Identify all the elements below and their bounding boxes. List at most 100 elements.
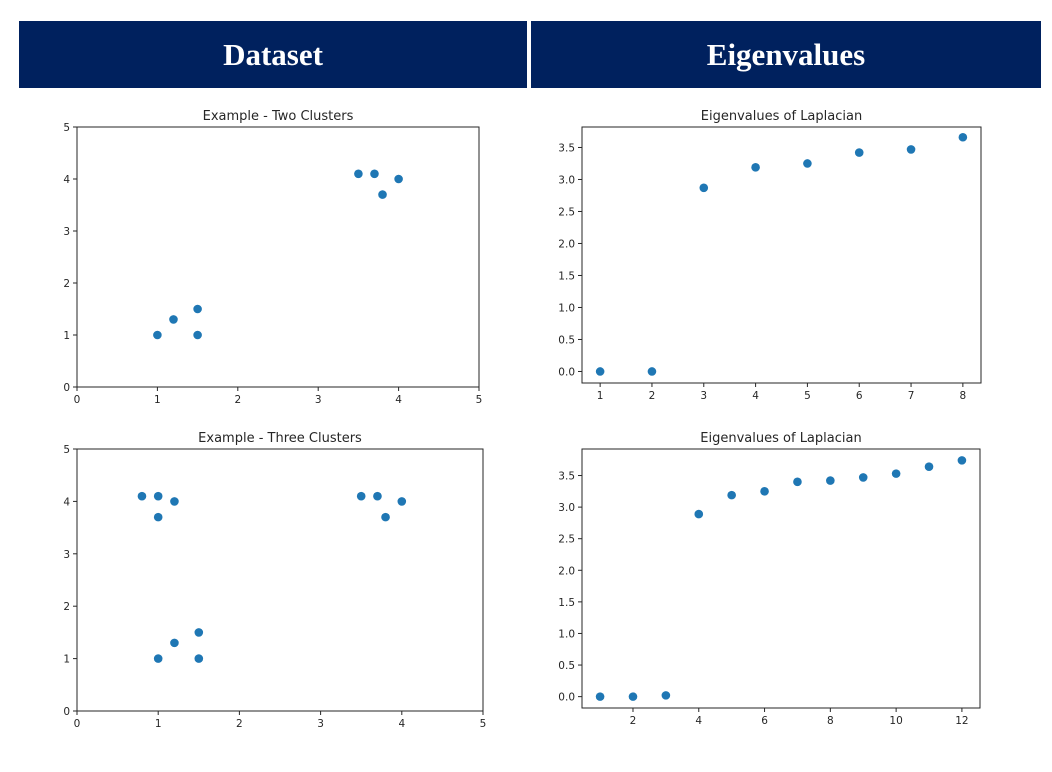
eigenvalues-two-clusters-chart: Eigenvalues of Laplacian 1 2 3 4 5 6 7 8 0.0 0.5 1.… (558, 109, 982, 402)
y-tick-label: 2.0 (558, 238, 575, 250)
data-point (647, 367, 657, 376)
data-point (595, 367, 605, 376)
data-point (381, 512, 390, 522)
x-tick-label: 2 (236, 718, 243, 730)
y-tick-label: 2.0 (558, 565, 575, 577)
data-point (891, 469, 901, 478)
data-point (906, 145, 916, 154)
chart-title: Eigenvalues of Laplacian (700, 431, 861, 446)
x-tick-label: 4 (695, 715, 702, 727)
x-tick-label: 2 (234, 394, 241, 406)
y-tick-label: 1.0 (558, 628, 575, 640)
x-tick-label: 10 (889, 715, 902, 727)
data-point (858, 473, 868, 482)
data-point (170, 497, 179, 506)
y-tick-label: 2.5 (558, 534, 575, 546)
data-point (957, 456, 967, 465)
data-point (194, 654, 204, 663)
x-tick-label: 1 (597, 390, 604, 402)
eigenvalues-column-header: Eigenvalues (531, 21, 1041, 88)
y-tick-label: 0 (63, 382, 70, 394)
x-tick-label: 5 (480, 718, 487, 730)
y-tick-label: 0.0 (558, 366, 575, 378)
y-tick-label: 1 (63, 330, 70, 342)
x-tick-label: 6 (761, 715, 768, 727)
y-tick-label: 0 (63, 706, 70, 718)
x-tick-label: 4 (395, 394, 402, 406)
x-tick-label: 3 (700, 390, 707, 402)
data-point (803, 159, 812, 168)
y-tick-label: 5 (63, 444, 70, 456)
x-tick-label: 2 (630, 715, 637, 727)
y-tick-label: 3.0 (558, 174, 575, 186)
data-point (373, 491, 382, 501)
y-tick-label: 1 (63, 654, 70, 666)
data-point (170, 638, 179, 648)
y-tick-label: 2 (63, 278, 70, 290)
data-point (694, 509, 704, 519)
data-point (727, 490, 736, 500)
x-tick-label: 0 (74, 718, 81, 730)
data-point (661, 691, 671, 700)
data-point (153, 330, 162, 340)
chart-title: Eigenvalues of Laplacian (701, 109, 862, 124)
plot-frame (581, 126, 982, 384)
data-point (760, 487, 769, 496)
data-point (826, 476, 835, 485)
data-point (137, 491, 147, 501)
data-point (354, 169, 363, 179)
data-point (153, 491, 163, 501)
data-point (169, 315, 178, 324)
x-tick-label: 0 (74, 394, 81, 406)
two-clusters-scatter-chart: Example - Two Clusters 0 1 2 3 4 5 0 1 2 3 4 5 (63, 109, 483, 406)
y-tick-label: 0.0 (558, 692, 575, 704)
data-point (370, 169, 379, 179)
y-tick-label: 4 (63, 174, 70, 186)
x-tick-label: 8 (827, 715, 834, 727)
x-tick-label: 7 (908, 390, 915, 402)
data-point (699, 183, 709, 193)
data-point (854, 148, 864, 157)
y-tick-label: 1.0 (558, 302, 575, 314)
x-tick-label: 1 (154, 394, 161, 406)
y-tick-label: 1.5 (558, 270, 575, 282)
y-tick-label: 3 (63, 226, 70, 238)
y-tick-label: 2 (63, 601, 70, 613)
y-tick-label: 3.0 (558, 502, 575, 514)
y-tick-label: 3.5 (558, 471, 575, 483)
plot-frame (76, 126, 480, 388)
data-point (958, 132, 968, 142)
x-tick-label: 8 (960, 390, 967, 402)
x-tick-label: 3 (317, 718, 324, 730)
data-point (153, 512, 163, 522)
y-tick-label: 3 (63, 549, 70, 561)
data-point (194, 628, 204, 637)
x-tick-label: 12 (955, 715, 968, 727)
x-tick-label: 6 (856, 390, 863, 402)
data-point (397, 497, 407, 506)
data-point (193, 330, 202, 340)
chart-title: Example - Two Clusters (203, 109, 354, 124)
data-point (356, 491, 366, 501)
x-tick-label: 4 (398, 718, 405, 730)
y-tick-label: 1.5 (558, 597, 575, 609)
data-point (595, 692, 605, 701)
data-point (394, 174, 403, 184)
chart-title: Example - Three Clusters (198, 431, 362, 446)
x-tick-label: 5 (476, 394, 483, 406)
y-tick-label: 0.5 (558, 660, 575, 672)
dataset-column-header: Dataset (19, 21, 527, 88)
y-tick-label: 3.5 (558, 142, 575, 154)
three-clusters-scatter-chart: Example - Three Clusters 0 1 2 3 4 5 0 1 2 3 4 5 (63, 431, 487, 730)
plot-frame (581, 448, 981, 709)
y-tick-label: 2.5 (558, 206, 575, 218)
data-point (193, 304, 202, 314)
y-tick-label: 4 (63, 496, 70, 508)
x-tick-label: 3 (315, 394, 322, 406)
y-tick-label: 5 (63, 122, 70, 134)
x-tick-label: 2 (649, 390, 656, 402)
x-tick-label: 5 (804, 390, 811, 402)
data-point (793, 477, 802, 487)
data-point (751, 163, 760, 172)
data-point (628, 692, 638, 701)
